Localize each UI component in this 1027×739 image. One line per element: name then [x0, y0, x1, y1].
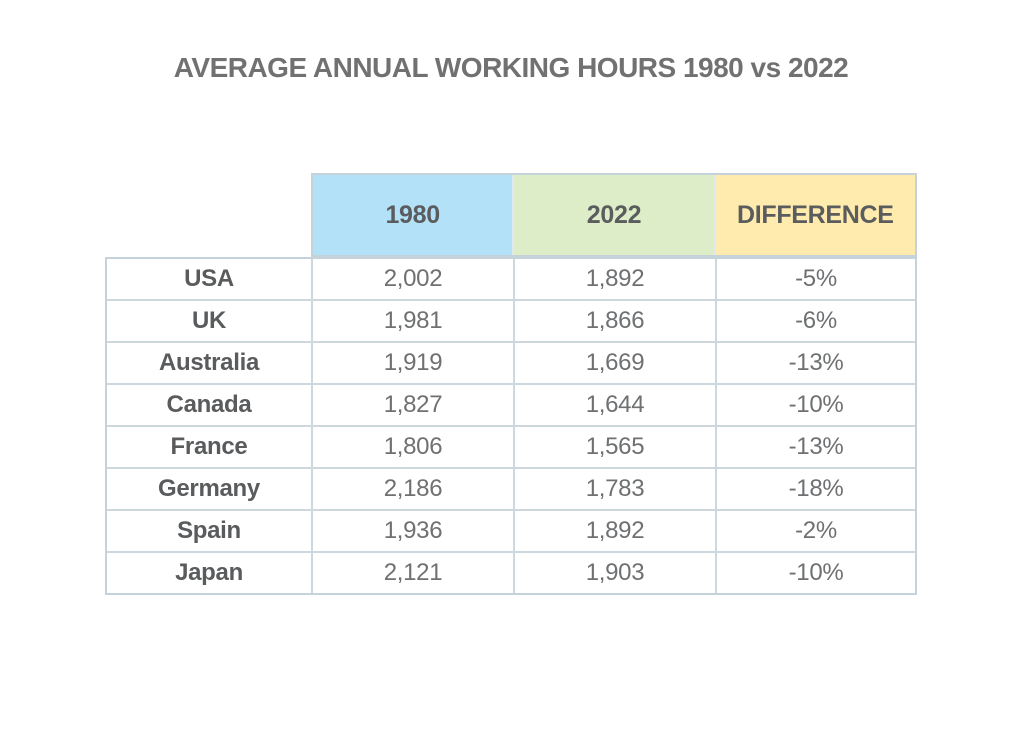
- cell-2022-value: 1,565: [513, 427, 715, 467]
- cell-1980-value: 2,002: [311, 259, 513, 299]
- cell-1980-value: 1,919: [311, 343, 513, 383]
- cell-1980-value: 1,827: [311, 385, 513, 425]
- cell-difference-value: -13%: [715, 343, 915, 383]
- header-colored-group: 1980 2022 DIFFERENCE: [311, 173, 917, 257]
- table-body: USA 2,002 1,892 -5% UK 1,981 1,866 -6% A…: [105, 257, 917, 595]
- cell-difference-value: -6%: [715, 301, 915, 341]
- cell-country: Canada: [166, 391, 252, 418]
- cell-country: Australia: [158, 349, 259, 376]
- cell-difference-value: -13%: [715, 427, 915, 467]
- cell-difference-value: -10%: [715, 385, 915, 425]
- table-row: France 1,806 1,565 -13%: [107, 425, 915, 467]
- cell-difference-value: -2%: [715, 511, 915, 551]
- cell-2022-value: 1,892: [513, 259, 715, 299]
- header-cell-2022: 2022: [512, 175, 714, 255]
- cell-1980-value: 2,121: [311, 553, 513, 593]
- header-cell-difference: DIFFERENCE: [713, 175, 915, 255]
- table-row: Australia 1,919 1,669 -13%: [107, 341, 915, 383]
- cell-1980-value: 1,806: [311, 427, 513, 467]
- cell-country: Japan: [175, 559, 243, 586]
- header-cell-country-empty: [105, 173, 311, 257]
- cell-country: Spain: [177, 517, 241, 544]
- table-row: Germany 2,186 1,783 -18%: [107, 467, 915, 509]
- cell-2022-value: 1,644: [513, 385, 715, 425]
- cell-country: Germany: [158, 475, 260, 502]
- table-header-row: 1980 2022 DIFFERENCE: [105, 173, 917, 257]
- cell-country: USA: [184, 265, 234, 292]
- cell-1980-value: 2,186: [311, 469, 513, 509]
- cell-difference-value: -5%: [715, 259, 915, 299]
- table-row: Spain 1,936 1,892 -2%: [107, 509, 915, 551]
- table-row: Canada 1,827 1,644 -10%: [107, 383, 915, 425]
- cell-difference-value: -18%: [715, 469, 915, 509]
- cell-difference-value: -10%: [715, 553, 915, 593]
- table-row: Japan 2,121 1,903 -10%: [107, 551, 915, 593]
- cell-2022-value: 1,866: [513, 301, 715, 341]
- cell-2022-value: 1,783: [513, 469, 715, 509]
- table-row: USA 2,002 1,892 -5%: [107, 259, 915, 299]
- table-row: UK 1,981 1,866 -6%: [107, 299, 915, 341]
- cell-2022-value: 1,892: [513, 511, 715, 551]
- cell-2022-value: 1,669: [513, 343, 715, 383]
- page-title: AVERAGE ANNUAL WORKING HOURS 1980 vs 202…: [173, 52, 849, 83]
- cell-country: France: [170, 433, 248, 460]
- header-cell-1980: 1980: [313, 175, 513, 255]
- cell-country: UK: [191, 307, 227, 334]
- cell-1980-value: 1,981: [311, 301, 513, 341]
- cell-1980-value: 1,936: [311, 511, 513, 551]
- working-hours-table: 1980 2022 DIFFERENCE USA 2,002 1,892 -5%…: [105, 173, 917, 595]
- cell-2022-value: 1,903: [513, 553, 715, 593]
